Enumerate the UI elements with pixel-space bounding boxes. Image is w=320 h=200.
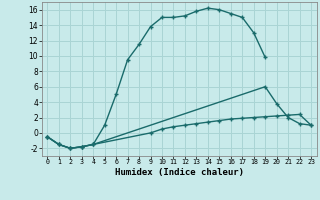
- X-axis label: Humidex (Indice chaleur): Humidex (Indice chaleur): [115, 168, 244, 177]
